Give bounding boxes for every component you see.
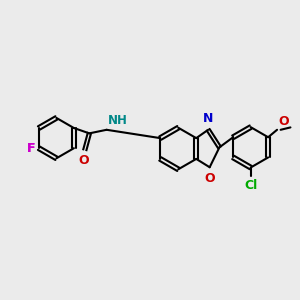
Text: N: N [203,112,213,125]
Text: F: F [27,142,35,155]
Text: O: O [278,115,289,128]
Text: F: F [27,142,35,155]
Text: O: O [78,154,89,167]
Text: Cl: Cl [244,179,257,192]
Text: NH: NH [108,114,127,127]
Text: O: O [204,172,215,185]
